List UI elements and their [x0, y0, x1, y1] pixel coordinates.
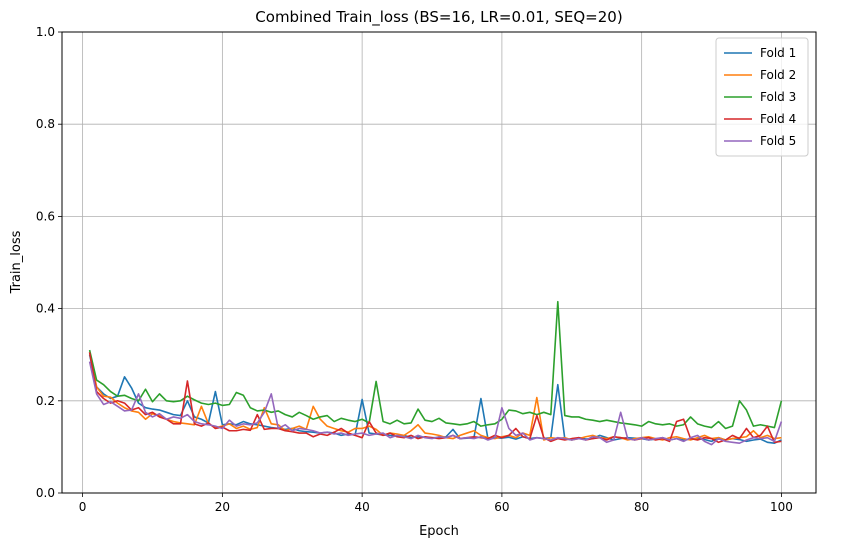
legend-label: Fold 3: [760, 90, 796, 104]
x-tick-label: 100: [770, 500, 793, 514]
y-tick-label: 0.8: [36, 117, 55, 131]
y-axis-label: Train_loss: [9, 230, 24, 294]
x-tick-label: 80: [634, 500, 649, 514]
chart-title: Combined Train_loss (BS=16, LR=0.01, SEQ…: [255, 8, 622, 27]
axis-ticks: 0 20 40 60 80 100 0.0 0.2 0.4 0.6 0.8 1.0: [36, 25, 793, 514]
series-line-fold-3: [88, 300, 783, 430]
x-tick-label: 60: [494, 500, 509, 514]
legend: Fold 1 Fold 2 Fold 3 Fold 4 Fold 5: [715, 37, 809, 157]
y-tick-label: 0.0: [36, 486, 55, 500]
y-tick-label: 0.4: [36, 302, 55, 316]
legend-label: Fold 4: [760, 112, 796, 126]
x-tick-label: 20: [215, 500, 230, 514]
legend-label: Fold 2: [760, 68, 796, 82]
x-axis-label: Epoch: [419, 524, 459, 539]
x-tick-label: 40: [354, 500, 369, 514]
legend-label: Fold 1: [760, 46, 796, 60]
plot-frame: [61, 31, 817, 494]
series-lines: [88, 300, 783, 446]
y-tick-label: 1.0: [36, 25, 55, 39]
y-tick-label: 0.2: [36, 394, 55, 408]
legend-box: [715, 37, 809, 157]
legend-label: Fold 5: [760, 134, 796, 148]
series-line-fold-5: [88, 361, 783, 446]
x-tick-label: 0: [79, 500, 87, 514]
y-tick-label: 0.6: [36, 209, 55, 223]
